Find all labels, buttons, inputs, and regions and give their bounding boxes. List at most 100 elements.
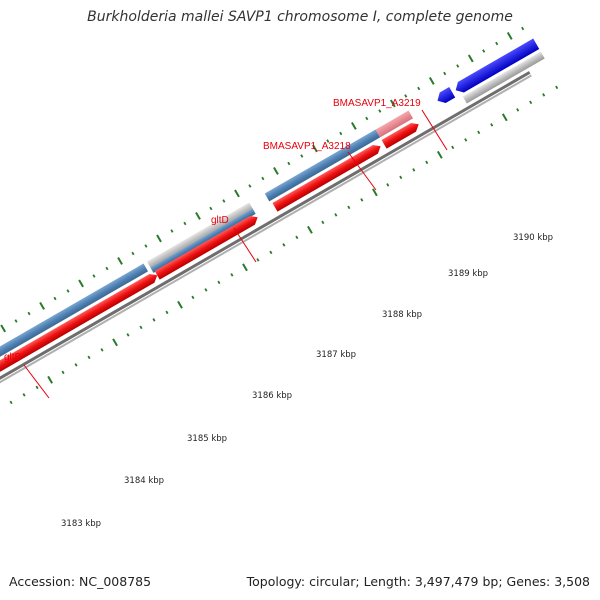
- forward-cds-track: [0, 122, 419, 428]
- major-tick: [506, 31, 513, 40]
- ruler-label-3183: 3183 kbp: [61, 519, 101, 529]
- major-tick: [312, 144, 318, 153]
- ruler-tick-row: [9, 85, 559, 405]
- minor-tick: [482, 49, 486, 53]
- minor-tick: [495, 41, 499, 46]
- minor-tick: [139, 325, 143, 330]
- gene-bar-BMASAVP1_A3218: [264, 129, 381, 202]
- minor-tick: [404, 94, 408, 98]
- major-tick: [372, 188, 378, 197]
- major-tick: [0, 324, 7, 333]
- major-tick: [234, 189, 240, 198]
- major-tick: [351, 121, 357, 130]
- minor-tick: [14, 319, 18, 323]
- minor-tick: [144, 244, 148, 248]
- minor-tick: [287, 161, 291, 166]
- cds-arrow-2: [154, 215, 258, 280]
- minor-tick: [417, 86, 421, 91]
- minor-tick: [230, 273, 234, 277]
- minor-tick: [347, 205, 351, 210]
- gene-label-BMASAVP1_A3219: BMASAVP1_A3219: [333, 98, 421, 109]
- cds-arrow-3: [272, 144, 381, 212]
- minor-tick: [183, 221, 187, 226]
- minor-tick: [191, 295, 195, 300]
- major-tick: [47, 375, 53, 384]
- ruler-label-3185: 3185 kbp: [187, 434, 227, 444]
- minor-tick: [443, 71, 447, 76]
- ruler-label-3189: 3189 kbp: [448, 269, 488, 279]
- minor-tick: [295, 235, 299, 240]
- reverse-gene-bar: [462, 51, 545, 104]
- ruler-label-3186: 3186 kbp: [252, 391, 292, 401]
- backbone-line-inner: [0, 74, 532, 437]
- gene-label-BMASAVP1_A3218: BMASAVP1_A3218: [263, 141, 351, 152]
- minor-tick: [300, 154, 304, 158]
- minor-tick: [22, 393, 26, 397]
- minor-tick: [248, 184, 252, 188]
- major-tick: [156, 234, 162, 243]
- minor-tick: [399, 175, 403, 180]
- ruler-labels: 3183 kbp 3184 kbp 3185 kbp 3186 kbp 3187…: [61, 233, 553, 529]
- outer-tick-row: [0, 26, 525, 333]
- major-tick: [117, 256, 123, 265]
- minor-tick: [555, 85, 559, 90]
- minor-tick: [27, 311, 31, 316]
- leader-line-gltB: [23, 364, 50, 399]
- minor-tick: [61, 370, 65, 375]
- major-tick: [273, 166, 279, 175]
- gene-label-gltD: gltD: [211, 215, 229, 226]
- gene-label-gltB: gltB: [4, 352, 22, 363]
- minor-tick: [339, 131, 343, 136]
- gene-labels: gltB gltD BMASAVP1_A3218 BMASAVP1_A3219: [4, 98, 448, 399]
- minor-tick: [490, 123, 494, 127]
- minor-tick: [269, 250, 273, 255]
- minor-tick: [334, 213, 338, 217]
- minor-tick: [35, 385, 39, 390]
- major-tick: [242, 263, 248, 272]
- minor-tick: [126, 333, 130, 337]
- minor-tick: [66, 289, 70, 293]
- major-tick: [78, 279, 84, 288]
- gene-bar-gltD-gray: [146, 202, 254, 270]
- minor-tick: [529, 100, 533, 105]
- ruler-label-3190: 3190 kbp: [513, 233, 553, 243]
- major-tick: [307, 225, 313, 234]
- minor-tick: [464, 138, 468, 142]
- major-tick: [39, 301, 45, 310]
- minor-tick: [456, 64, 460, 68]
- minor-tick: [87, 355, 91, 360]
- minor-tick: [386, 183, 390, 187]
- minor-tick: [53, 296, 57, 301]
- minor-tick: [261, 176, 265, 181]
- minor-tick: [170, 229, 174, 233]
- minor-tick: [105, 266, 109, 271]
- major-tick: [112, 338, 118, 347]
- map-title: Burkholderia mallei SAVP1 chromosome I, …: [87, 9, 513, 25]
- minor-tick: [92, 274, 96, 278]
- major-tick: [195, 211, 201, 220]
- reverse-cds-track: [437, 38, 545, 104]
- minor-tick: [451, 145, 455, 150]
- gene-bar-gltB: [0, 263, 149, 417]
- leader-line-BMASAVP1_A3219: [421, 109, 448, 151]
- major-tick: [467, 54, 474, 63]
- reverse-cds-arrow-small: [437, 87, 456, 103]
- leader-line-BMASAVP1_A3218: [347, 151, 377, 191]
- minor-tick: [165, 310, 169, 315]
- cds-arrow-4: [381, 122, 419, 149]
- minor-tick: [326, 139, 330, 143]
- minor-tick: [477, 130, 481, 135]
- reverse-cds-arrow-large: [455, 38, 540, 93]
- minor-tick: [100, 348, 104, 352]
- major-tick: [428, 76, 435, 85]
- genome-summary-text: Topology: circular; Length: 3,497,479 bp…: [246, 574, 590, 589]
- minor-tick: [131, 251, 135, 256]
- minor-tick: [321, 220, 325, 225]
- gene-bar-BMASAVP1_A3219: [375, 110, 414, 138]
- ruler-label-3188: 3188 kbp: [382, 310, 422, 320]
- gene-track: [0, 110, 414, 417]
- minor-tick: [217, 280, 221, 285]
- minor-tick: [222, 199, 226, 203]
- major-tick: [436, 150, 443, 159]
